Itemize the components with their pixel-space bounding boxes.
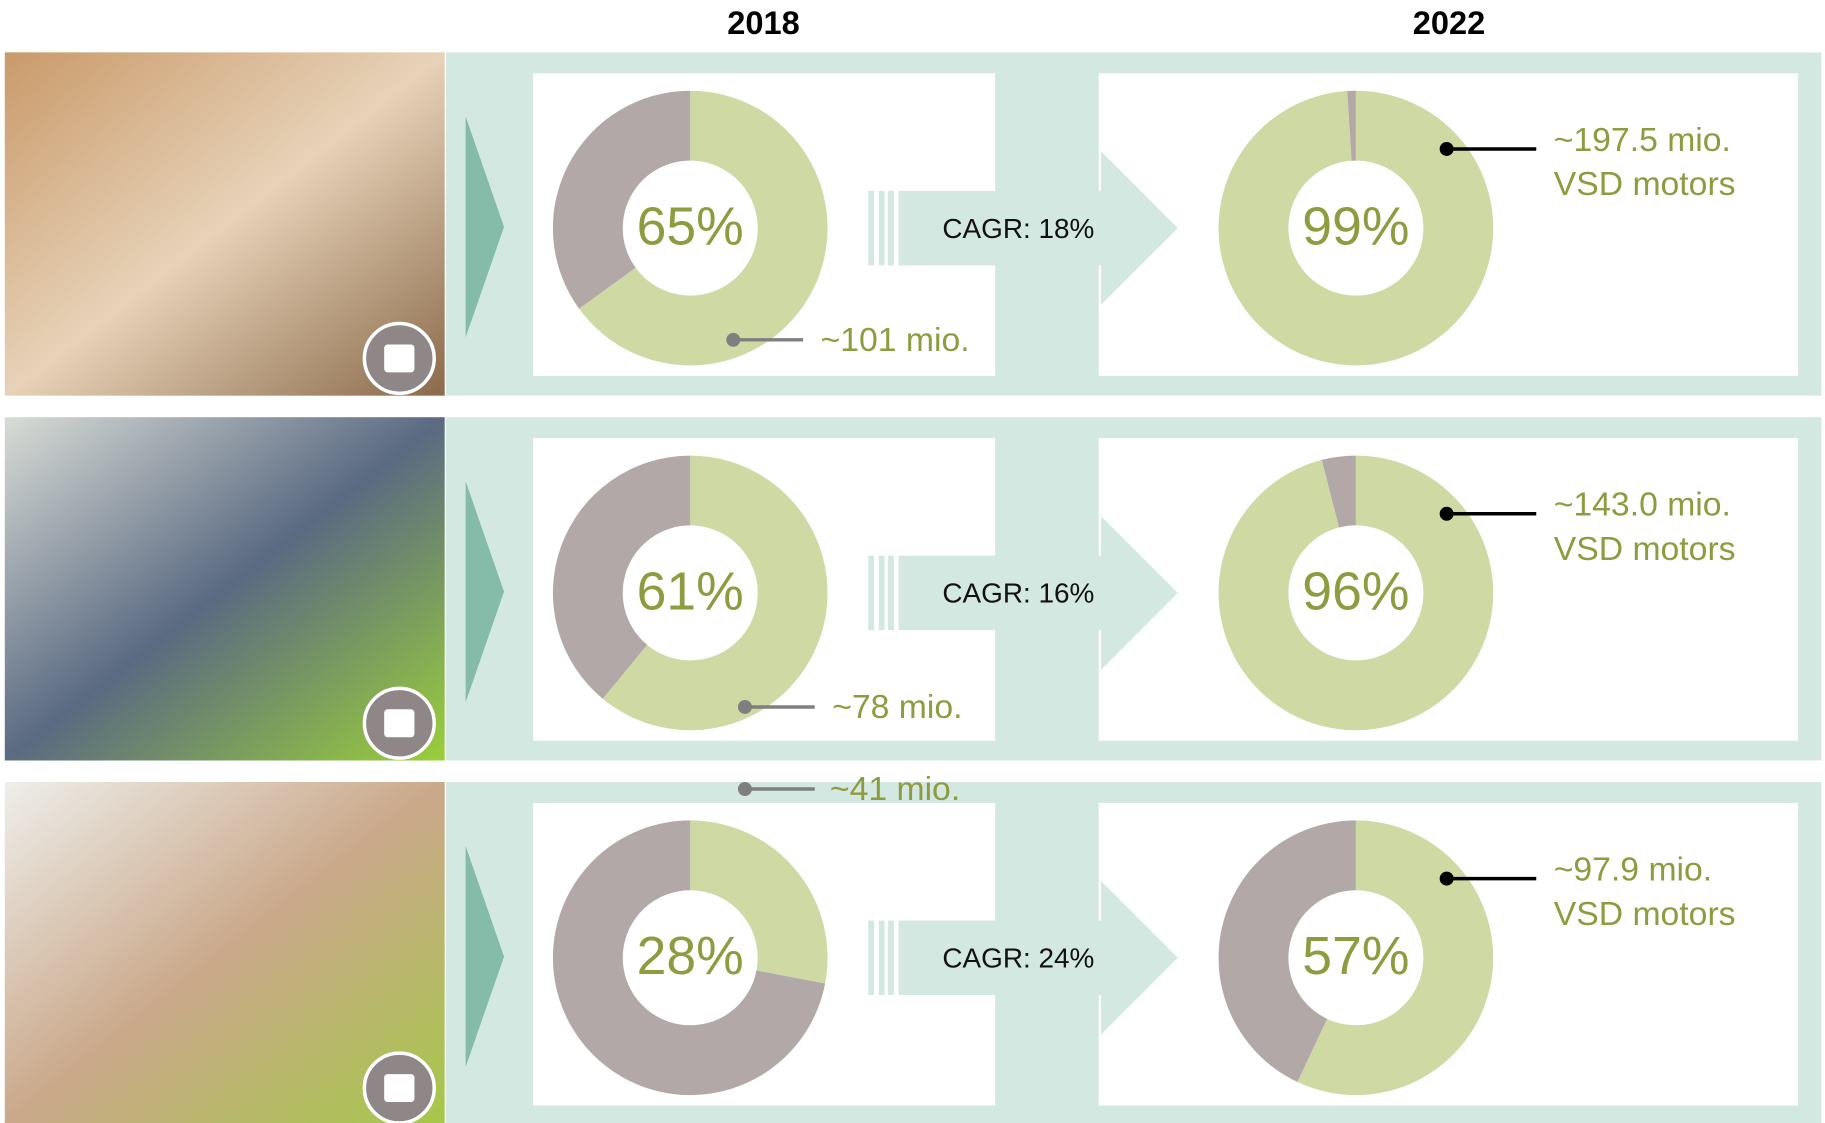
percent-label: 99% (1302, 198, 1409, 257)
percent-label: 57% (1302, 927, 1409, 986)
leader-dot (726, 332, 741, 347)
donut-segment (1297, 820, 1494, 1096)
leader-dot (1439, 141, 1454, 156)
percent-label: 65% (637, 198, 744, 257)
donut-segment (552, 90, 691, 309)
volume-annotation: ~143.0 mio. (1554, 486, 1731, 524)
arrow-stripe (868, 555, 875, 631)
percent-label: 61% (637, 562, 744, 621)
donut-segment (1218, 90, 1494, 366)
row-arrow (465, 846, 505, 1068)
volume-annotation: ~101 mio. (821, 321, 970, 359)
arrow-stripe (878, 920, 885, 995)
appliance-icon-glyph (384, 709, 415, 738)
donut-segment (690, 820, 828, 984)
volume-annotation: ~97.9 mio. (1554, 851, 1712, 889)
cagr-label: CAGR: 18% (942, 213, 1094, 244)
cagr-label: CAGR: 24% (942, 942, 1094, 973)
cagr-arrow (898, 516, 1178, 670)
donut-segment (552, 455, 691, 699)
leader-dot (1439, 506, 1454, 521)
cagr-label: CAGR: 16% (942, 578, 1094, 609)
arrow-stripe (888, 555, 894, 631)
arrow-stripe (868, 190, 875, 266)
volume-annotation: ~41 mio. (830, 770, 960, 808)
volume-annotation: ~197.5 mio. (1554, 121, 1731, 159)
appliance-icon-glyph (384, 344, 415, 373)
arrow-stripe (868, 920, 875, 995)
percent-label: 96% (1302, 562, 1409, 621)
leader-dot (737, 782, 752, 796)
volume-annotation: VSD motors (1554, 530, 1736, 568)
donut-segment (602, 455, 828, 731)
row-arrow (465, 116, 505, 338)
year-header: 2018 (727, 5, 799, 41)
donut-segment (1218, 455, 1494, 731)
year-header: 2022 (1413, 5, 1485, 41)
volume-annotation: VSD motors (1554, 165, 1736, 203)
leader-dot (1439, 871, 1454, 886)
percent-label: 28% (637, 927, 744, 986)
row-arrow (465, 481, 505, 703)
arrow-stripe (878, 190, 885, 266)
appliance-icon-glyph (384, 1074, 415, 1103)
donut-segment (552, 820, 826, 1096)
donut-segment (1218, 820, 1356, 1083)
donut-segment (1321, 455, 1356, 528)
arrow-stripe (888, 920, 894, 995)
volume-annotation: ~78 mio. (832, 688, 962, 726)
leader-dot (737, 699, 752, 714)
arrow-stripe (878, 555, 885, 631)
arrow-stripe (888, 190, 894, 266)
donut-segment (579, 90, 828, 366)
donut-segment (1347, 90, 1356, 161)
cagr-arrow (898, 151, 1178, 305)
cagr-arrow (898, 880, 1178, 1035)
volume-annotation: VSD motors (1554, 895, 1736, 933)
